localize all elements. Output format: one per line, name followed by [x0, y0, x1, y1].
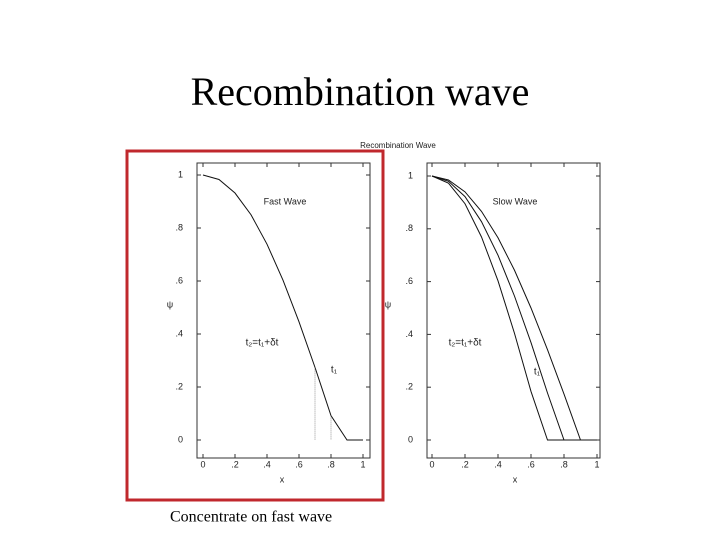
x-tick-label: .4	[494, 459, 502, 469]
plot-frame	[196, 162, 371, 459]
annotation: Fast Wave	[264, 196, 307, 206]
y-tick-label: .8	[175, 222, 183, 232]
x-axis-label: x	[513, 474, 518, 484]
y-axis-label: ψ	[385, 299, 391, 309]
y-tick-label: 1	[178, 169, 183, 179]
curve	[202, 174, 363, 441]
annotation: Slow Wave	[493, 196, 538, 206]
x-tick-label: 1	[594, 459, 599, 469]
annotation: t₂=t₁+δt	[246, 338, 279, 349]
x-tick-label: 1	[360, 459, 365, 469]
curve	[431, 175, 597, 441]
slide-title: Recombination wave	[191, 69, 530, 114]
y-tick-label: .4	[405, 329, 413, 339]
highlight-box	[125, 149, 385, 502]
x-tick-label: 0	[429, 459, 434, 469]
y-tick-label: .2	[405, 382, 413, 392]
figure-title: Recombination Wave	[360, 141, 436, 150]
x-axis-label: x	[280, 474, 285, 484]
x-tick-label: .2	[231, 459, 239, 469]
x-tick-label: .4	[263, 459, 271, 469]
y-tick-label: 1	[408, 170, 413, 180]
x-tick-label: .8	[327, 459, 335, 469]
y-tick-label: .2	[175, 381, 183, 391]
y-tick-label: .4	[175, 328, 183, 338]
x-tick-label: .6	[527, 459, 535, 469]
y-tick-label: 0	[178, 434, 183, 444]
y-tick-label: .6	[405, 276, 413, 286]
x-tick-label: 0	[200, 459, 205, 469]
annotation: t₂=t₁+δt	[449, 338, 482, 349]
x-tick-label: .6	[295, 459, 303, 469]
annotation: t₁	[534, 367, 541, 378]
y-axis-label: ψ	[167, 299, 173, 309]
y-tick-label: .8	[405, 223, 413, 233]
annotation: t₁	[331, 365, 338, 376]
caption: Concentrate on fast wave	[170, 509, 332, 526]
x-tick-label: .8	[560, 459, 568, 469]
x-tick-label: .2	[461, 459, 469, 469]
y-tick-label: .6	[175, 275, 183, 285]
plot-frame	[426, 162, 601, 459]
y-tick-label: 0	[408, 434, 413, 444]
curve	[431, 175, 597, 441]
curve	[431, 175, 597, 441]
